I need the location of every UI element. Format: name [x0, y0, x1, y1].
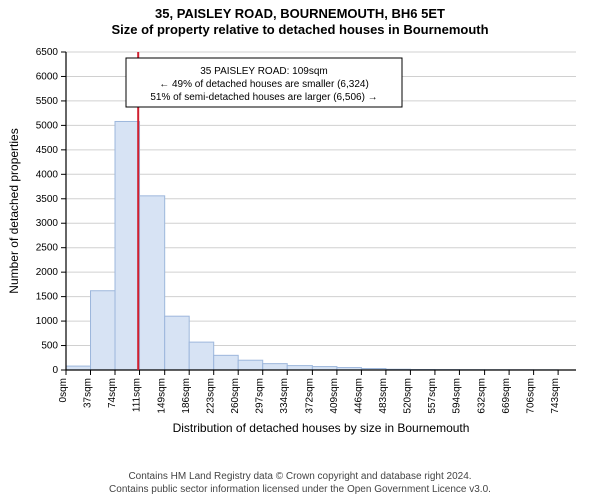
y-tick-label: 3000: [36, 218, 59, 229]
histogram-bar: [140, 196, 165, 370]
x-tick-label: 223sqm: [206, 378, 217, 414]
x-tick-label: 74sqm: [107, 378, 118, 408]
footer-line-2: Contains public sector information licen…: [0, 484, 600, 497]
title-subtitle: Size of property relative to detached ho…: [0, 22, 600, 38]
y-tick-label: 0: [52, 365, 58, 376]
histogram-bar: [238, 360, 263, 370]
histogram-bar: [115, 121, 140, 370]
y-tick-label: 1500: [36, 292, 59, 303]
x-tick-label: 334sqm: [279, 378, 290, 414]
x-tick-label: 669sqm: [501, 378, 512, 414]
x-tick-label: 186sqm: [181, 378, 192, 414]
x-tick-label: 483sqm: [378, 378, 389, 414]
histogram-bar: [263, 364, 288, 370]
x-tick-label: 409sqm: [329, 378, 340, 414]
y-tick-label: 4500: [36, 145, 59, 156]
annotation-line: 51% of semi-detached houses are larger (…: [150, 92, 377, 103]
x-tick-label: 372sqm: [304, 378, 315, 414]
attribution-footer: Contains HM Land Registry data © Crown c…: [0, 471, 600, 496]
x-tick-label: 260sqm: [230, 378, 241, 414]
x-tick-label: 557sqm: [427, 378, 438, 414]
x-tick-label: 706sqm: [526, 378, 537, 414]
y-tick-label: 3500: [36, 194, 59, 205]
histogram-bar: [165, 316, 190, 370]
x-tick-label: 632sqm: [477, 378, 488, 414]
y-tick-label: 5500: [36, 96, 59, 107]
y-tick-label: 5000: [36, 120, 59, 131]
y-tick-label: 500: [41, 341, 58, 352]
y-tick-label: 2000: [36, 267, 59, 278]
y-tick-label: 6500: [36, 47, 59, 58]
x-tick-label: 446sqm: [353, 378, 364, 414]
histogram-bar: [214, 355, 239, 370]
x-tick-label: 0sqm: [58, 378, 69, 402]
histogram-bar: [91, 291, 116, 370]
histogram-chart: 0 500 1000 1500 2000 2500 3000 3500 4000 4500 5000…: [0, 44, 600, 450]
x-tick-label: 594sqm: [451, 378, 462, 414]
chart-header: 35, PAISLEY ROAD, BOURNEMOUTH, BH6 5ET S…: [0, 0, 600, 39]
x-tick-label: 37sqm: [83, 378, 94, 408]
x-tick-label: 111sqm: [132, 378, 143, 412]
histogram-bar: [287, 366, 312, 370]
x-tick-label: 149sqm: [157, 378, 168, 414]
y-tick-label: 1000: [36, 316, 59, 327]
x-tick-label: 743sqm: [550, 378, 561, 414]
x-tick-label: 297sqm: [255, 378, 266, 414]
y-axis-label: Number of detached properties: [7, 128, 21, 293]
footer-line-1: Contains HM Land Registry data © Crown c…: [0, 471, 600, 484]
annotation-line: ← 49% of detached houses are smaller (6,…: [159, 79, 369, 90]
x-axis-label: Distribution of detached houses by size …: [173, 421, 470, 435]
y-tick-label: 6000: [36, 71, 59, 82]
annotation-line: 35 PAISLEY ROAD: 109sqm: [200, 66, 327, 77]
y-tick-label: 4000: [36, 169, 59, 180]
y-tick-label: 2500: [36, 243, 59, 254]
x-tick-label: 520sqm: [402, 378, 413, 414]
histogram-bar: [189, 342, 214, 370]
title-address: 35, PAISLEY ROAD, BOURNEMOUTH, BH6 5ET: [0, 6, 600, 22]
